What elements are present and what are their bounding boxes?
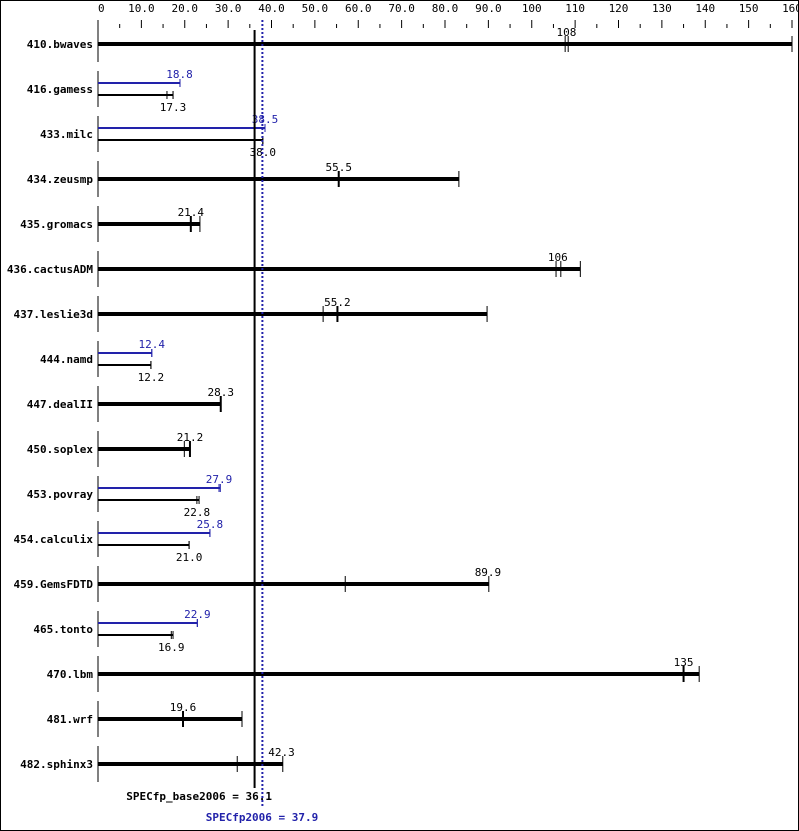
x-tick-label: 60.0 [345,2,372,15]
benchmark-label: 453.povray [27,488,94,501]
value-label: 135 [674,656,694,669]
x-tick-label: 110 [565,2,585,15]
value-label: 19.6 [170,701,197,714]
benchmark-row: 436.cactusADM 106 [7,251,581,287]
value-label: 106 [548,251,568,264]
value-label: 21.2 [177,431,204,444]
x-tick-label: 100 [522,2,542,15]
value-label: 55.5 [325,161,352,174]
benchmark-label: 450.soplex [27,443,94,456]
benchmark-row: 481.wrf 19.6 [47,701,243,737]
base-value-label: 12.2 [138,371,165,384]
benchmark-row: 454.calculix 25.8 21.0 [14,518,224,564]
benchmark-row: 453.povray 27.9 22.8 [27,473,233,519]
x-tick-label: 20.0 [172,2,199,15]
x-tick-label: 80.0 [432,2,459,15]
benchmark-label: 470.lbm [47,668,94,681]
benchmark-label: 435.gromacs [20,218,93,231]
benchmark-label: 465.tonto [33,623,93,636]
benchmark-row: 437.leslie3d 55.2 [14,296,488,332]
benchmark-label: 482.sphinx3 [20,758,93,771]
benchmark-row: 416.gamess 18.8 17.3 [27,68,193,114]
benchmark-label: 459.GemsFDTD [14,578,94,591]
benchmark-row: 447.dealII 28.3 [27,386,234,422]
benchmark-label: 410.bwaves [27,38,93,51]
benchmark-label: 433.milc [40,128,93,141]
base-metric-label: SPECfp_base2006 = 36.1 [126,790,272,803]
base-value-label: 22.8 [184,506,211,519]
benchmark-label: 444.namd [40,353,93,366]
value-label: 89.9 [475,566,502,579]
benchmark-row: 470.lbm 135 [47,656,700,692]
benchmark-row: 459.GemsFDTD 89.9 [14,566,502,602]
benchmark-row: 450.soplex 21.2 [27,431,203,467]
benchmark-label: 437.leslie3d [14,308,93,321]
x-tick-label: 10.0 [128,2,155,15]
value-label: 42.3 [268,746,295,759]
peak-value-label: 18.8 [166,68,193,81]
x-tick-label: 70.0 [388,2,415,15]
base-value-label: 16.9 [158,641,185,654]
peak-value-label: 25.8 [197,518,224,531]
value-label: 108 [557,26,577,39]
base-value-label: 21.0 [176,551,203,564]
benchmark-label: 481.wrf [47,713,93,726]
x-tick-label: 50.0 [302,2,329,15]
benchmark-row: 410.bwaves 108 [27,26,793,62]
value-label: 28.3 [208,386,235,399]
benchmark-label: 436.cactusADM [7,263,93,276]
benchmark-label: 454.calculix [14,533,94,546]
benchmark-label: 447.dealII [27,398,93,411]
benchmark-label: 416.gamess [27,83,93,96]
benchmark-row: 434.zeusmp 55.5 [27,161,460,197]
benchmark-row: 435.gromacs 21.4 [20,206,204,242]
base-value-label: 17.3 [160,101,187,114]
benchmark-row: 465.tonto 22.9 16.9 [33,608,210,654]
x-tick-label: 160 [782,2,799,15]
peak-metric-label: SPECfp2006 = 37.9 [206,811,319,824]
value-label: 55.2 [324,296,351,309]
x-tick-label: 120 [609,2,629,15]
benchmark-label: 434.zeusmp [27,173,94,186]
x-tick-label: 40.0 [258,2,285,15]
peak-value-label: 27.9 [206,473,233,486]
x-tick-label: 90.0 [475,2,502,15]
value-label: 21.4 [178,206,205,219]
x-tick-label: 30.0 [215,2,242,15]
peak-value-label: 22.9 [184,608,211,621]
benchmark-row: 482.sphinx3 42.3 [20,746,295,782]
peak-value-label: 12.4 [139,338,166,351]
x-tick-label: 150 [739,2,759,15]
peak-value-label: 38.5 [252,113,279,126]
x-tick-label: 140 [695,2,715,15]
x-tick-label: 0 [98,2,105,15]
benchmark-row: 444.namd 12.4 12.2 [40,338,165,384]
x-tick-label: 130 [652,2,672,15]
